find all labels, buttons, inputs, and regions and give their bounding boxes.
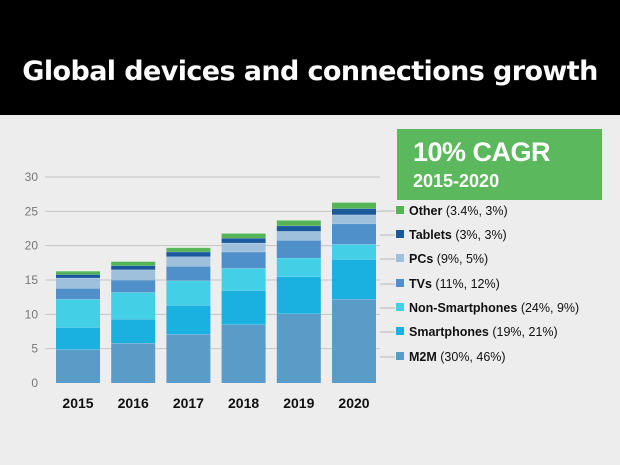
x-tick-label: 2016	[118, 395, 149, 411]
bar-segment-pcs-2015	[56, 277, 100, 289]
bar-segment-pcs-2016	[111, 269, 156, 280]
legend-swatch-tablets	[396, 230, 404, 238]
bar-segment-smartphones-2019	[276, 276, 321, 314]
bar-segment-non-smartphones-2019	[276, 258, 321, 277]
legend-series-name: Tablets	[409, 228, 452, 242]
bar-segment-smartphones-2015	[56, 327, 100, 350]
bar-segment-other-2018	[221, 233, 266, 239]
legend-series-growth: (3.4%, 3%)	[442, 204, 507, 218]
x-tick-label: 2017	[173, 395, 204, 411]
bar-segment-smartphones-2020	[332, 259, 376, 300]
legend-label-smartphones: Smartphones (19%, 21%)	[409, 325, 558, 339]
legend-series-name: PCs	[409, 252, 433, 266]
legend-series-name: M2M	[409, 350, 437, 364]
y-tick-label: 0	[31, 376, 38, 390]
legend-label-m2m: M2M (30%, 46%)	[409, 350, 506, 364]
x-tick-label: 2020	[338, 395, 369, 411]
bar-segment-tvs-2017	[166, 266, 211, 281]
bar-segment-m2m-2016	[111, 343, 156, 383]
y-tick-label: 20	[25, 239, 39, 253]
bar-segment-other-2019	[276, 220, 321, 226]
legend-swatch-pcs	[396, 254, 404, 262]
bar-segment-pcs-2017	[166, 256, 211, 267]
legend-swatch-smartphones	[396, 327, 404, 335]
bar-segment-tablets-2017	[166, 251, 211, 257]
bar-segment-tvs-2020	[332, 223, 376, 245]
bar-segment-tvs-2018	[221, 251, 266, 269]
bar-segment-other-2015	[56, 271, 100, 275]
bar-segment-tablets-2016	[111, 265, 156, 270]
bar-segment-m2m-2017	[166, 334, 211, 383]
legend-series-name: Smartphones	[409, 325, 489, 339]
x-tick-label: 2019	[283, 395, 314, 411]
y-tick-label: 15	[25, 273, 39, 287]
x-tick-label: 2015	[62, 395, 93, 411]
bar-segment-tablets-2018	[221, 238, 266, 243]
bar-segment-m2m-2018	[221, 324, 266, 383]
bar-segment-m2m-2015	[56, 349, 100, 383]
bar-segment-tvs-2016	[111, 280, 156, 293]
bar-segment-non-smartphones-2020	[332, 244, 376, 260]
bar-segment-smartphones-2017	[166, 305, 211, 335]
bar-segment-other-2020	[332, 202, 376, 209]
y-tick-label: 30	[25, 170, 39, 184]
bar-segment-other-2017	[166, 247, 211, 252]
legend-label-tablets: Tablets (3%, 3%)	[409, 228, 507, 242]
legend-series-growth: (11%, 12%)	[432, 277, 500, 291]
legend-label-pcs: PCs (9%, 5%)	[409, 252, 488, 266]
legend-series-growth: (3%, 3%)	[452, 228, 507, 242]
bar-segment-non-smartphones-2017	[166, 280, 211, 306]
legend-series-growth: (19%, 21%)	[489, 325, 558, 339]
bar-segment-non-smartphones-2015	[56, 299, 100, 328]
legend-series-name: Other	[409, 204, 442, 218]
legend-swatch-tvs	[396, 279, 404, 287]
bar-segment-tvs-2019	[276, 240, 321, 259]
y-tick-label: 5	[31, 342, 38, 356]
legend-swatch-other	[396, 206, 404, 214]
bar-segment-pcs-2019	[276, 231, 321, 241]
bar-segment-non-smartphones-2018	[221, 268, 266, 291]
bar-segment-m2m-2020	[332, 299, 376, 383]
x-tick-label: 2018	[228, 395, 259, 411]
legend-label-tvs: TVs (11%, 12%)	[409, 277, 500, 291]
bar-segment-other-2016	[111, 261, 156, 266]
legend-series-name: Non-Smartphones	[409, 301, 517, 315]
legend-swatch-non-smartphones	[396, 303, 404, 311]
header-bar: Global devices and connections growth	[0, 0, 620, 115]
bar-segment-tablets-2019	[276, 225, 321, 232]
bar-segment-tvs-2015	[56, 288, 100, 300]
legend-series-name: TVs	[409, 277, 432, 291]
y-tick-label: 25	[25, 204, 39, 218]
bar-segment-smartphones-2016	[111, 319, 156, 344]
y-tick-label: 10	[25, 307, 39, 321]
legend-label-other: Other (3.4%, 3%)	[409, 204, 508, 218]
bar-segment-pcs-2018	[221, 242, 266, 252]
bar-segment-smartphones-2018	[221, 290, 266, 325]
legend-series-growth: (30%, 46%)	[437, 350, 506, 364]
bar-segment-tablets-2015	[56, 274, 100, 278]
bar-segment-m2m-2019	[276, 313, 321, 383]
legend-swatch-m2m	[396, 352, 404, 360]
bar-segment-non-smartphones-2016	[111, 292, 156, 320]
bar-segment-tablets-2020	[332, 208, 376, 215]
cagr-callout: 10% CAGR 2015-2020	[397, 129, 602, 200]
legend-series-growth: (24%, 9%)	[517, 301, 579, 315]
cagr-value: 10% CAGR	[413, 137, 551, 167]
chart-title: Global devices and connections growth	[22, 56, 598, 87]
legend-label-non-smartphones: Non-Smartphones (24%, 9%)	[409, 301, 579, 315]
cagr-period: 2015-2020	[413, 171, 500, 191]
bar-segment-pcs-2020	[332, 214, 376, 224]
legend-series-growth: (9%, 5%)	[433, 252, 488, 266]
